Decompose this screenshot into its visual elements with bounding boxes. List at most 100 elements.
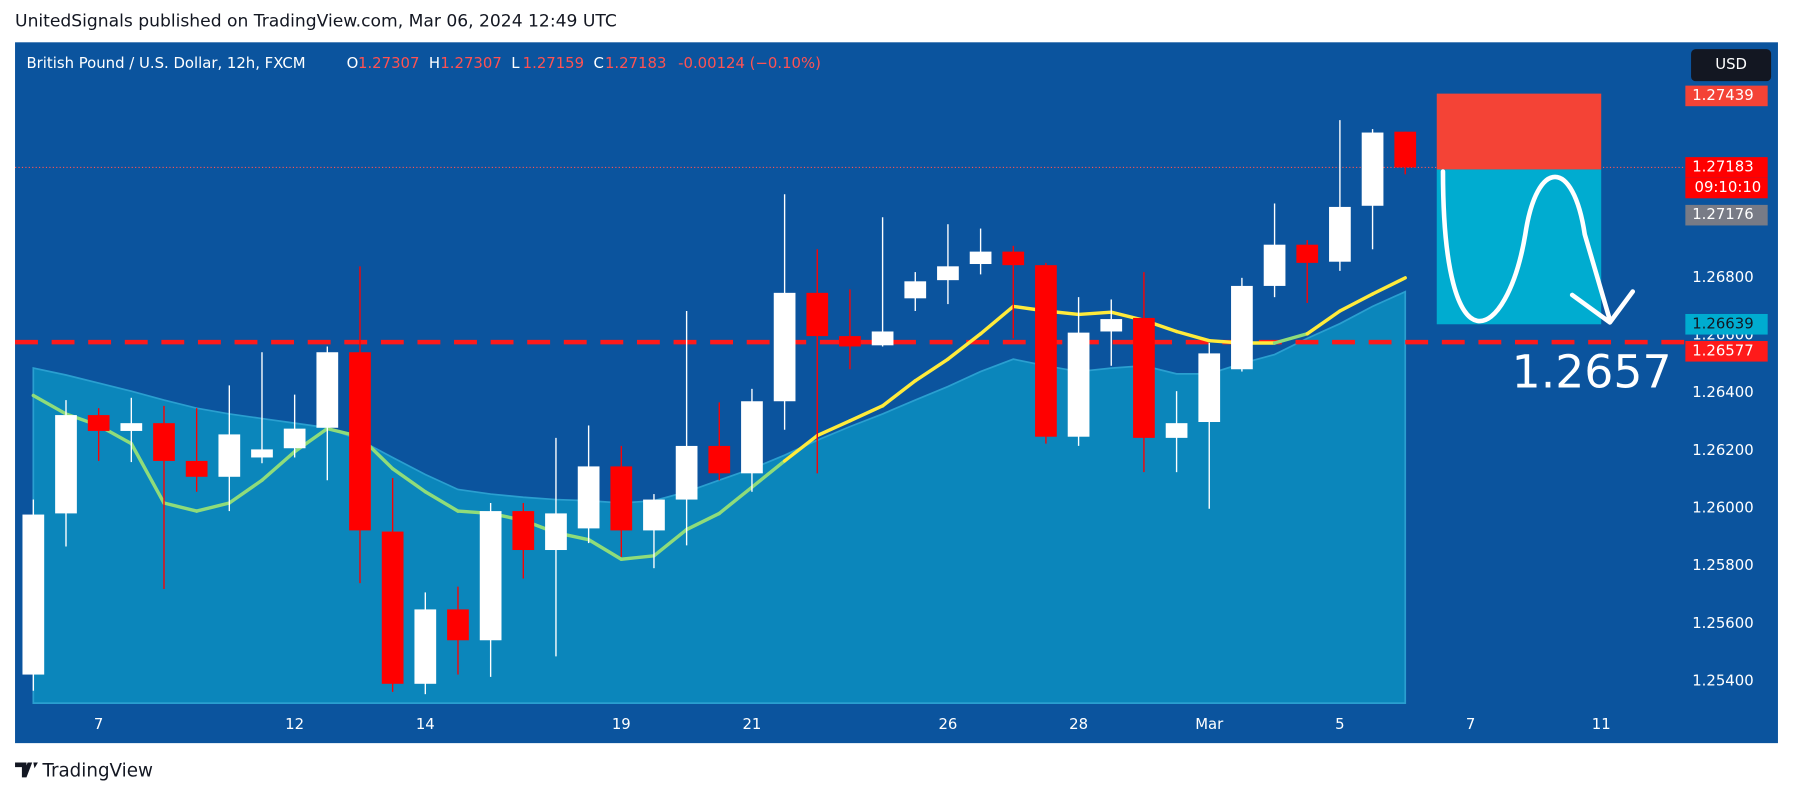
candle-body bbox=[414, 609, 437, 684]
price-tag-label: 1.27439 bbox=[1692, 86, 1753, 104]
candle-body bbox=[512, 511, 535, 551]
candle-body bbox=[904, 281, 927, 299]
stop-zone bbox=[1436, 93, 1602, 170]
candle-body bbox=[185, 460, 208, 477]
price-tag bbox=[1685, 85, 1768, 107]
candle-body bbox=[1133, 317, 1155, 438]
candle-body bbox=[1231, 285, 1253, 370]
x-tick-label: 7 bbox=[1466, 715, 1475, 733]
indicator-line-segment bbox=[162, 501, 199, 513]
y-tick-label: 1.25800 bbox=[1692, 556, 1753, 574]
indicator-line-segment bbox=[750, 459, 787, 489]
indicator-line-segment bbox=[390, 466, 428, 494]
indicator-line-segment bbox=[1174, 329, 1211, 343]
legend: British Pound / U.S. Dollar, 12h, FXCM O… bbox=[26, 54, 820, 72]
indicator-line-segment bbox=[1076, 310, 1113, 317]
footer-logo: TradingView bbox=[15, 761, 153, 782]
candle-body bbox=[610, 466, 633, 531]
candle-body bbox=[153, 423, 175, 461]
indicator-line-segment bbox=[1272, 332, 1309, 345]
countdown-bg bbox=[1685, 177, 1768, 199]
candle-body bbox=[741, 401, 763, 474]
y-tick-label: 1.26400 bbox=[1692, 383, 1753, 401]
brand: TradingView bbox=[41, 761, 153, 782]
candle-body bbox=[381, 531, 404, 684]
indicator-line-segment bbox=[652, 527, 689, 558]
candle-body bbox=[120, 423, 143, 431]
indicator-line-segment bbox=[946, 332, 983, 361]
candle-body bbox=[1329, 206, 1351, 262]
candle-body bbox=[55, 415, 77, 514]
y-tick-label: 1.26000 bbox=[1692, 498, 1753, 516]
ohlc-key: C bbox=[594, 54, 604, 72]
ohlc-key: L bbox=[511, 54, 520, 72]
currency[interactable]: USD bbox=[1715, 55, 1747, 73]
candle-body bbox=[283, 428, 306, 449]
ohlc-value: 1.27159 bbox=[523, 54, 584, 72]
candle-body bbox=[1002, 251, 1025, 266]
ohlc-value: 1.27183 bbox=[605, 54, 666, 72]
candle-body bbox=[1035, 265, 1057, 437]
change: -0.00124 (−0.10%) bbox=[678, 54, 821, 72]
countdown: 09:10:10 bbox=[1695, 178, 1762, 196]
candle-body bbox=[1394, 131, 1417, 168]
x-tick-label: 12 bbox=[285, 715, 304, 733]
y-tick-label: 1.25400 bbox=[1692, 671, 1753, 689]
price-tag bbox=[1685, 341, 1768, 362]
candle-body bbox=[839, 336, 861, 347]
price-tag bbox=[1685, 157, 1768, 178]
x-tick-label: 14 bbox=[416, 715, 435, 733]
price-tag-label: 1.27183 bbox=[1692, 157, 1753, 175]
price-tag-label: 1.27176 bbox=[1692, 205, 1753, 223]
price-tag bbox=[1685, 313, 1768, 335]
y-tick-label: 1.26800 bbox=[1692, 268, 1753, 286]
candle-body bbox=[773, 292, 796, 402]
candle-body bbox=[1067, 332, 1090, 437]
y-tick-label: 1.26200 bbox=[1692, 441, 1753, 459]
ohlc-value: 1.27307 bbox=[358, 54, 419, 72]
indicator-line-segment bbox=[684, 511, 721, 532]
indicator-line-segment bbox=[260, 449, 297, 482]
x-tick-label: 5 bbox=[1335, 715, 1344, 733]
candle-body bbox=[1263, 244, 1286, 286]
candle-body bbox=[708, 445, 731, 474]
indicator-line-segment bbox=[31, 393, 68, 416]
candle-body bbox=[1165, 423, 1188, 438]
candle-body bbox=[675, 445, 698, 500]
price-tag bbox=[1685, 204, 1768, 226]
indicator-line-segment bbox=[913, 357, 950, 383]
x-tick-label: 21 bbox=[742, 715, 761, 733]
logo-mark bbox=[15, 762, 38, 778]
candle-body bbox=[577, 466, 600, 529]
x-tick-label: 26 bbox=[938, 715, 957, 733]
target-annotation: 1.2657 bbox=[1512, 345, 1672, 398]
x-tick-label: 11 bbox=[1592, 715, 1611, 733]
candle-body bbox=[871, 331, 894, 346]
candle-body bbox=[479, 511, 502, 641]
indicator-line-segment bbox=[227, 478, 264, 505]
candle-body bbox=[251, 449, 273, 458]
candle-body bbox=[806, 292, 829, 337]
indicator-line-segment bbox=[194, 501, 232, 513]
price-tag-label: 1.26639 bbox=[1692, 314, 1753, 332]
indicator-area bbox=[32, 290, 1407, 704]
x-tick-label: Mar bbox=[1195, 715, 1224, 733]
candle-body bbox=[316, 352, 339, 428]
x-tick-label: 7 bbox=[94, 715, 103, 733]
candle-body bbox=[545, 513, 567, 551]
currency-button[interactable] bbox=[1691, 49, 1772, 82]
ohlc-key: H bbox=[429, 54, 440, 72]
indicator-line-segment bbox=[129, 441, 166, 505]
candle-body bbox=[87, 415, 110, 431]
indicator-line-segment bbox=[619, 554, 656, 561]
indicator-line-segment bbox=[880, 379, 917, 408]
indicator-line-segment bbox=[848, 404, 885, 423]
candle-body bbox=[22, 514, 45, 675]
candle-body bbox=[349, 352, 371, 531]
candle-body bbox=[218, 434, 241, 477]
plot-area bbox=[15, 93, 1685, 704]
indicator-line-segment bbox=[423, 490, 460, 513]
candle-body bbox=[643, 499, 665, 531]
forecast-arrow bbox=[1440, 169, 1636, 325]
indicator-line-segment bbox=[1338, 292, 1375, 313]
